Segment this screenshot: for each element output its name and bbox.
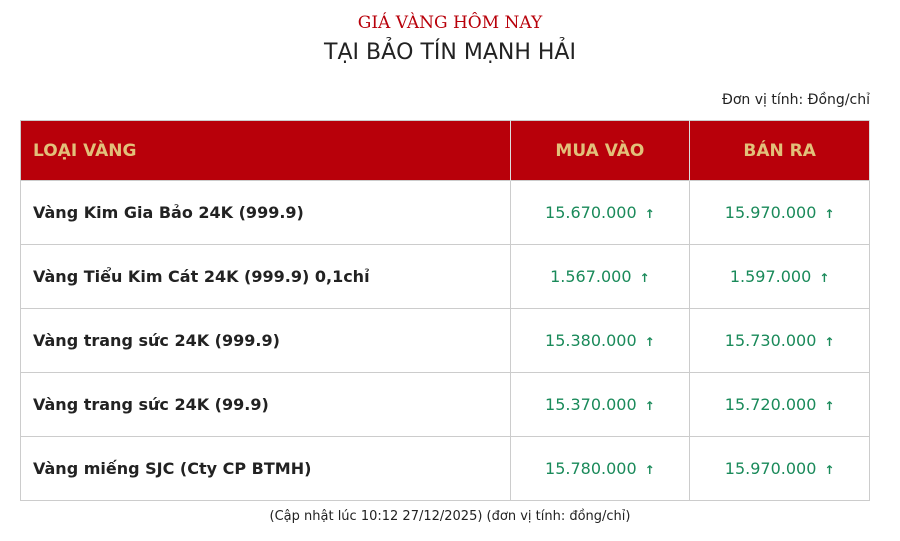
arrow-up-icon: ↑	[639, 271, 650, 285]
arrow-up-icon: ↑	[824, 335, 835, 349]
page-title: TẠI BẢO TÍN MẠNH HẢI	[324, 40, 576, 65]
unit-label: Đơn vị tính: Đồng/chỉ	[721, 92, 870, 108]
buy-price: 15.780.000 ↑	[510, 436, 691, 501]
arrow-up-icon: ↑	[644, 335, 655, 349]
buy-price: 15.670.000 ↑	[510, 180, 691, 245]
sell-price-value: 15.730.000	[724, 331, 817, 350]
table-row: Vàng Kim Gia Bảo 24K (999.9) 15.670.000 ↑…	[20, 180, 870, 245]
column-header-buy: MUA VÀO	[510, 120, 691, 181]
arrow-up-icon: ↑	[644, 207, 655, 221]
table-row: Vàng trang sức 24K (99.9) 15.370.000 ↑ 15…	[20, 372, 870, 437]
table-row: Vàng trang sức 24K (999.9) 15.380.000 ↑ 1…	[20, 308, 870, 373]
table-header: LOẠI VÀNG MUA VÀO BÁN RA	[20, 120, 870, 181]
buy-price: 15.370.000 ↑	[510, 372, 691, 437]
sell-price: 15.970.000 ↑	[689, 180, 870, 245]
arrow-up-icon: ↑	[644, 463, 655, 477]
update-note: (Cập nhật lúc 10:12 27/12/2025) (đơn vị …	[269, 509, 631, 524]
gold-type: Vàng Kim Gia Bảo 24K (999.9)	[20, 180, 511, 245]
buy-price-value: 15.670.000	[545, 203, 637, 222]
buy-price-value: 15.380.000	[545, 331, 637, 350]
sell-price-value: 15.720.000	[724, 395, 817, 414]
sell-price: 15.720.000 ↑	[689, 372, 870, 437]
arrow-up-icon: ↑	[824, 399, 835, 413]
buy-price-value: 15.780.000	[545, 459, 637, 478]
gold-type: Vàng miếng SJC (Cty CP BTMH)	[20, 436, 511, 501]
page-subtitle: GIÁ VÀNG HÔM NAY	[357, 13, 543, 33]
arrow-up-icon: ↑	[824, 207, 835, 221]
sell-price: 15.970.000 ↑	[689, 436, 870, 501]
buy-price-value: 15.370.000	[545, 395, 637, 414]
column-header-type: LOẠI VÀNG	[20, 120, 511, 181]
sell-price: 15.730.000 ↑	[689, 308, 870, 373]
gold-price-table: LOẠI VÀNG MUA VÀO BÁN RA Vàng Kim Gia Bả…	[20, 120, 870, 501]
sell-price: 1.597.000 ↑	[689, 244, 870, 309]
gold-type: Vàng trang sức 24K (999.9)	[20, 308, 511, 373]
arrow-up-icon: ↑	[644, 399, 655, 413]
sell-price-value: 1.597.000	[729, 267, 812, 286]
gold-type: Vàng Tiểu Kim Cát 24K (999.9) 0,1chỉ	[20, 244, 511, 309]
gold-type: Vàng trang sức 24K (99.9)	[20, 372, 511, 437]
sell-price-value: 15.970.000	[724, 203, 817, 222]
buy-price-value: 1.567.000	[550, 267, 632, 286]
buy-price: 15.380.000 ↑	[510, 308, 691, 373]
arrow-up-icon: ↑	[819, 271, 830, 285]
sell-price-value: 15.970.000	[724, 459, 817, 478]
arrow-up-icon: ↑	[824, 463, 835, 477]
table-row: Vàng Tiểu Kim Cát 24K (999.9) 0,1chỉ 1.5…	[20, 244, 870, 309]
buy-price: 1.567.000 ↑	[510, 244, 691, 309]
column-header-sell: BÁN RA	[689, 120, 870, 181]
table-row: Vàng miếng SJC (Cty CP BTMH) 15.780.000 ↑…	[20, 436, 870, 501]
